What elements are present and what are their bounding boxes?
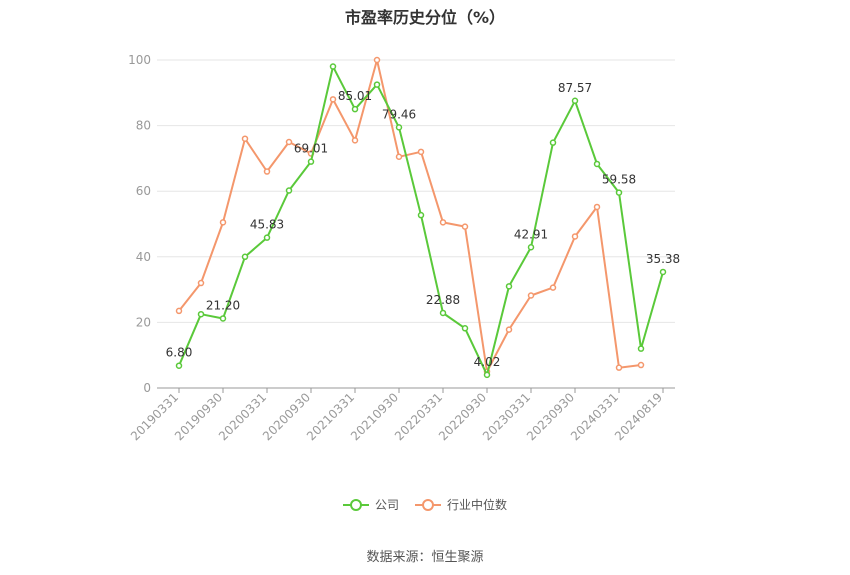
data-point-s1-17 [549, 284, 557, 291]
data-point-s0-16 [527, 244, 535, 251]
data-point-s0-4 [263, 234, 271, 241]
data-point-s1-9 [373, 56, 381, 64]
data-point-s1-7 [329, 96, 337, 103]
data-label-22: 35.38 [646, 252, 680, 266]
data-point-s1-4 [263, 168, 271, 175]
data-point-s0-13 [461, 325, 469, 332]
y-tick-label-60: 60 [136, 184, 151, 198]
data-point-s0-10 [395, 124, 403, 131]
y-tick-label-100: 100 [128, 53, 151, 67]
legend-swatch-company [342, 498, 369, 511]
series-line-1 [178, 59, 642, 373]
x-tick-label-20240819: 20240819 [612, 390, 665, 443]
data-point-s1-21 [637, 361, 645, 369]
data-point-s0-6 [307, 158, 315, 165]
data-point-s1-1 [197, 279, 205, 287]
data-label-18: 87.57 [558, 81, 592, 95]
chart-title: 市盈率历史分位（%） [344, 8, 506, 27]
label-layer: 6.80 21.20 45.83 69.01 85.01 79.46 22.88 4.02 42… [166, 81, 681, 369]
data-point-s0-0 [175, 362, 183, 369]
legend: 公司 行业中位数 [0, 496, 850, 513]
data-point-s1-15 [505, 326, 513, 333]
data-point-s0-18 [571, 97, 579, 105]
data-point-s1-2 [219, 219, 227, 226]
data-label-14: 4.02 [474, 355, 501, 369]
data-point-s0-9 [373, 81, 381, 88]
data-point-s1-5 [285, 138, 293, 146]
data-point-s0-5 [285, 187, 293, 194]
data-point-s0-7 [329, 63, 337, 70]
data-point-s0-8 [351, 105, 359, 113]
data-point-s0-14 [483, 371, 491, 379]
data-label-10: 79.46 [382, 107, 416, 121]
data-point-s0-19 [593, 160, 601, 168]
data-label-20: 59.58 [602, 173, 636, 187]
data-point-s0-3 [241, 253, 249, 261]
series-layer [175, 56, 667, 379]
data-point-s1-18 [571, 233, 579, 240]
data-point-s0-2 [219, 315, 227, 322]
data-point-s1-16 [527, 292, 535, 299]
data-point-s0-15 [505, 283, 513, 290]
y-tick-label-0: 0 [143, 381, 151, 395]
y-tick-label-80: 80 [136, 119, 151, 133]
legend-label-company: 公司 [374, 498, 399, 512]
data-point-s1-12 [439, 219, 447, 226]
legend-item-industry-median[interactable]: 行业中位数 [415, 496, 507, 513]
data-point-s1-13 [461, 223, 469, 230]
data-point-s1-11 [417, 148, 425, 156]
data-point-s1-20 [615, 364, 623, 371]
data-point-s0-21 [637, 345, 645, 352]
data-label-2: 21.20 [206, 298, 240, 312]
source-note: 数据来源：恒生聚源 [366, 550, 484, 565]
data-point-s0-17 [549, 139, 557, 146]
data-point-s0-1 [197, 310, 205, 318]
data-point-s1-0 [175, 307, 183, 315]
data-point-s0-20 [615, 189, 623, 196]
data-label-6: 69.01 [294, 142, 328, 156]
legend-item-company[interactable]: 公司 [342, 496, 399, 513]
data-label-4: 45.83 [250, 218, 284, 232]
data-point-s0-12 [439, 309, 447, 317]
data-point-s1-8 [351, 137, 359, 144]
legend-swatch-industry-median [415, 498, 441, 511]
data-label-16: 42.91 [514, 227, 548, 241]
data-label-8: 85.01 [338, 89, 372, 103]
data-point-s0-11 [417, 211, 425, 219]
data-point-s1-19 [593, 203, 601, 211]
data-point-s1-10 [395, 153, 403, 161]
y-tick-label-40: 40 [136, 250, 151, 264]
data-point-s1-3 [241, 135, 249, 142]
data-point-s0-22 [659, 268, 667, 276]
data-label-12: 22.88 [426, 293, 460, 307]
y-tick-label-20: 20 [136, 315, 151, 329]
legend-label-industry-median: 行业中位数 [447, 498, 508, 512]
data-label-0: 6.80 [166, 346, 193, 360]
